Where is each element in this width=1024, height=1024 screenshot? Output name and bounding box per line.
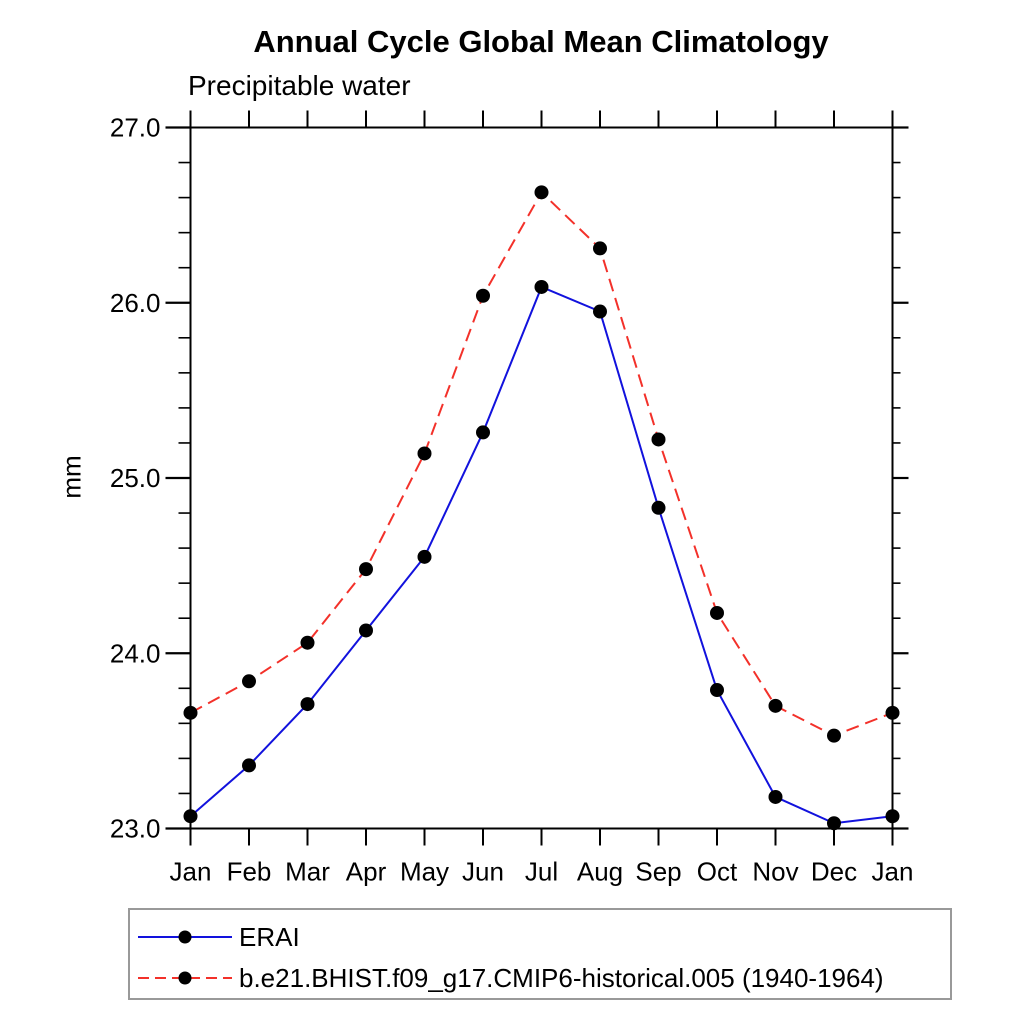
data-point-marker (359, 562, 373, 577)
data-point-marker (359, 623, 373, 638)
data-point-marker (827, 728, 841, 743)
model-line-swatch (138, 971, 232, 985)
data-point-marker (827, 816, 841, 831)
x-tick-label: Sep (635, 857, 681, 887)
erai-line (189, 285, 893, 825)
x-tick-label: Jan (170, 857, 212, 887)
data-point-marker (593, 241, 607, 256)
data-point-marker (534, 279, 549, 294)
legend: ERAI b.e21.BHIST.f09_g17.CMIP6-historica… (128, 908, 952, 1000)
erai-legend-marker-icon (178, 930, 192, 944)
legend-label-model: b.e21.BHIST.f09_g17.CMIP6-historical.005… (239, 962, 884, 993)
data-point-marker (710, 683, 724, 698)
data-point-marker (300, 697, 315, 712)
data-point-marker (768, 789, 783, 804)
legend-label-erai: ERAI (239, 921, 300, 952)
data-point-marker (534, 185, 549, 200)
x-tick-label: Oct (697, 857, 738, 887)
data-point-marker (476, 425, 490, 440)
data-point-marker (183, 705, 198, 720)
x-tick-label: Dec (811, 857, 857, 887)
x-tick-label: Jun (462, 857, 504, 887)
chart-subtitle: Precipitable water (188, 70, 411, 101)
x-tick-label: Nov (752, 857, 798, 887)
y-axis-ticks: 23.0 24.0 25.0 26.0 27.0 (110, 113, 909, 844)
x-tick-label: Feb (227, 857, 272, 887)
axes-frame (189, 126, 894, 830)
data-point-marker (710, 605, 724, 620)
data-point-marker (183, 809, 198, 824)
data-point-marker (242, 758, 256, 773)
erai-line-swatch (138, 930, 232, 944)
model-legend-marker-icon (178, 971, 192, 985)
y-tick-label: 23.0 (110, 814, 161, 844)
data-point-marker (885, 705, 900, 720)
data-point-marker (651, 500, 666, 515)
legend-item-erai: ERAI (135, 917, 300, 957)
x-tick-label: Apr (346, 857, 387, 887)
data-point-marker (417, 549, 432, 564)
data-point-marker (300, 635, 315, 650)
chart-title: Annual Cycle Global Mean Climatology (253, 24, 829, 59)
data-point-marker (476, 288, 490, 303)
data-point-marker (593, 304, 607, 319)
x-tick-label: Jul (525, 857, 558, 887)
data-point-marker (768, 698, 783, 713)
x-tick-label: Mar (285, 857, 330, 887)
data-point-marker (885, 809, 900, 824)
model-series (183, 185, 900, 743)
x-tick-label: May (400, 857, 449, 887)
y-tick-label: 26.0 (110, 288, 161, 318)
data-point-marker (417, 446, 432, 461)
x-tick-label: Aug (577, 857, 623, 887)
y-tick-label: 24.0 (110, 638, 161, 668)
erai-series (183, 279, 900, 831)
model-line (190, 190, 893, 737)
y-tick-label: 27.0 (110, 113, 161, 143)
x-tick-label: Jan (872, 857, 914, 887)
x-axis-ticks: Jan Feb Mar Apr May Jun Jul Aug Sep Oct Nov Dec Jan (170, 110, 914, 887)
data-point-marker (651, 432, 666, 447)
legend-item-model: b.e21.BHIST.f09_g17.CMIP6-historical.005… (135, 958, 884, 998)
y-tick-label: 25.0 (110, 463, 161, 493)
data-point-marker (242, 674, 256, 689)
